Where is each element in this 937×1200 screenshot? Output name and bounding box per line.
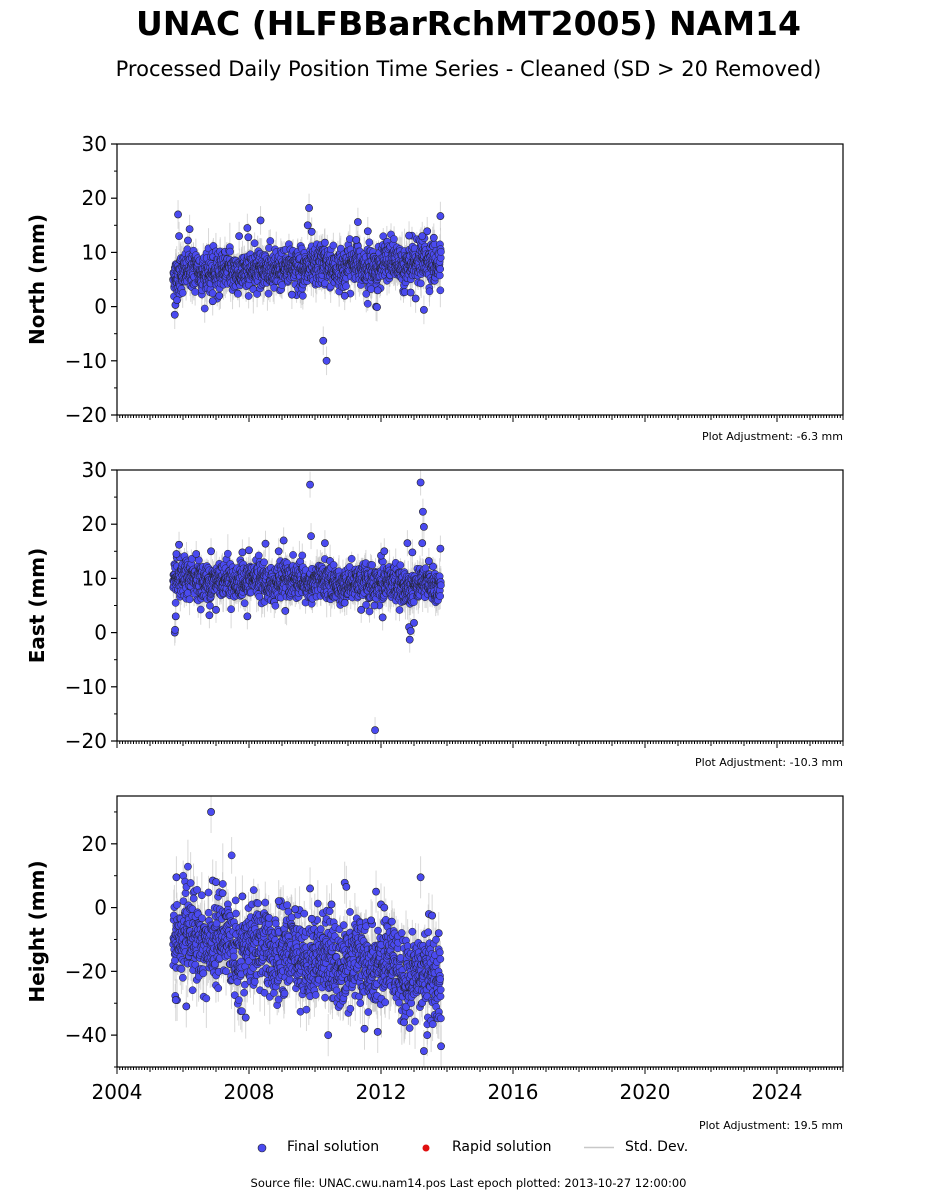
final-point-outlier xyxy=(305,204,313,212)
final-point-outlier xyxy=(406,288,415,297)
final-point xyxy=(342,282,350,291)
final-point-outlier xyxy=(322,356,331,365)
final-point xyxy=(363,299,372,308)
final-point-outlier xyxy=(244,233,253,242)
north-ylabel: North (mm) xyxy=(25,214,49,345)
north-plot-adjustment: Plot Adjustment: -6.3 mm xyxy=(702,430,843,443)
final-point-outlier xyxy=(256,216,265,225)
chart-title: UNAC (HLFBBarRchMT2005) NAM14 xyxy=(136,4,801,43)
final-point xyxy=(436,265,445,273)
final-point xyxy=(234,289,242,298)
final-point-outlier xyxy=(340,291,349,300)
final-point xyxy=(362,290,371,298)
final-point-outlier xyxy=(235,232,243,241)
final-point-outlier xyxy=(185,225,194,233)
final-point xyxy=(298,291,307,300)
final-point xyxy=(171,599,180,607)
final-point-outlier xyxy=(418,232,427,241)
final-point-outlier xyxy=(373,303,381,312)
y-tick-label: 10 xyxy=(82,240,107,264)
final-point-outlier xyxy=(429,233,438,242)
final-point xyxy=(345,235,354,243)
final-point-outlier xyxy=(173,296,181,304)
final-point-outlier xyxy=(307,227,316,236)
final-point xyxy=(185,595,194,604)
final-point xyxy=(435,271,444,280)
final-point xyxy=(379,232,388,241)
final-point-outlier xyxy=(436,212,445,220)
final-point xyxy=(244,292,253,300)
final-point xyxy=(437,247,445,256)
final-point-outlier xyxy=(175,232,183,241)
final-point-outlier xyxy=(319,336,328,345)
final-point xyxy=(329,241,338,250)
north-panel: −20 −10 0 10 20 30 North (mm) Plot Adjustment: … xyxy=(25,132,844,443)
final-point xyxy=(365,238,374,247)
final-point xyxy=(178,289,187,297)
final-point-outlier xyxy=(419,305,428,314)
final-point xyxy=(200,304,209,313)
final-point xyxy=(208,289,217,298)
east-points xyxy=(169,478,445,735)
final-point-outlier xyxy=(243,224,252,232)
y-tick-label: 20 xyxy=(82,186,107,210)
final-point-outlier xyxy=(353,218,362,226)
final-point-outlier xyxy=(215,291,224,300)
final-point-outlier xyxy=(373,286,382,295)
final-point-outlier xyxy=(303,221,312,230)
final-point xyxy=(250,239,259,248)
final-point-outlier xyxy=(287,290,296,299)
final-point xyxy=(390,235,398,243)
final-point-outlier xyxy=(320,238,329,247)
final-point-outlier xyxy=(411,294,420,303)
final-point-outlier xyxy=(208,297,217,306)
final-point-outlier xyxy=(363,227,372,236)
north-points xyxy=(169,204,445,365)
final-point xyxy=(425,287,434,296)
final-point-outlier xyxy=(423,227,432,236)
final-point xyxy=(416,279,425,288)
final-point xyxy=(436,286,445,295)
y-tick-label: 0 xyxy=(94,295,107,319)
final-point xyxy=(226,247,234,256)
chart-subtitle: Processed Daily Position Time Series - C… xyxy=(115,57,822,81)
y-tick-label: −10 xyxy=(65,349,107,373)
final-point xyxy=(264,289,273,298)
final-point-outlier xyxy=(184,236,192,245)
final-point-outlier xyxy=(174,210,182,219)
y-tick-label: 30 xyxy=(82,132,107,156)
final-point-outlier xyxy=(352,236,361,244)
y-tick-label: −20 xyxy=(65,403,107,427)
final-point-outlier xyxy=(170,310,179,319)
final-point-outlier xyxy=(405,231,413,240)
final-point xyxy=(191,288,199,296)
final-point xyxy=(266,237,275,245)
